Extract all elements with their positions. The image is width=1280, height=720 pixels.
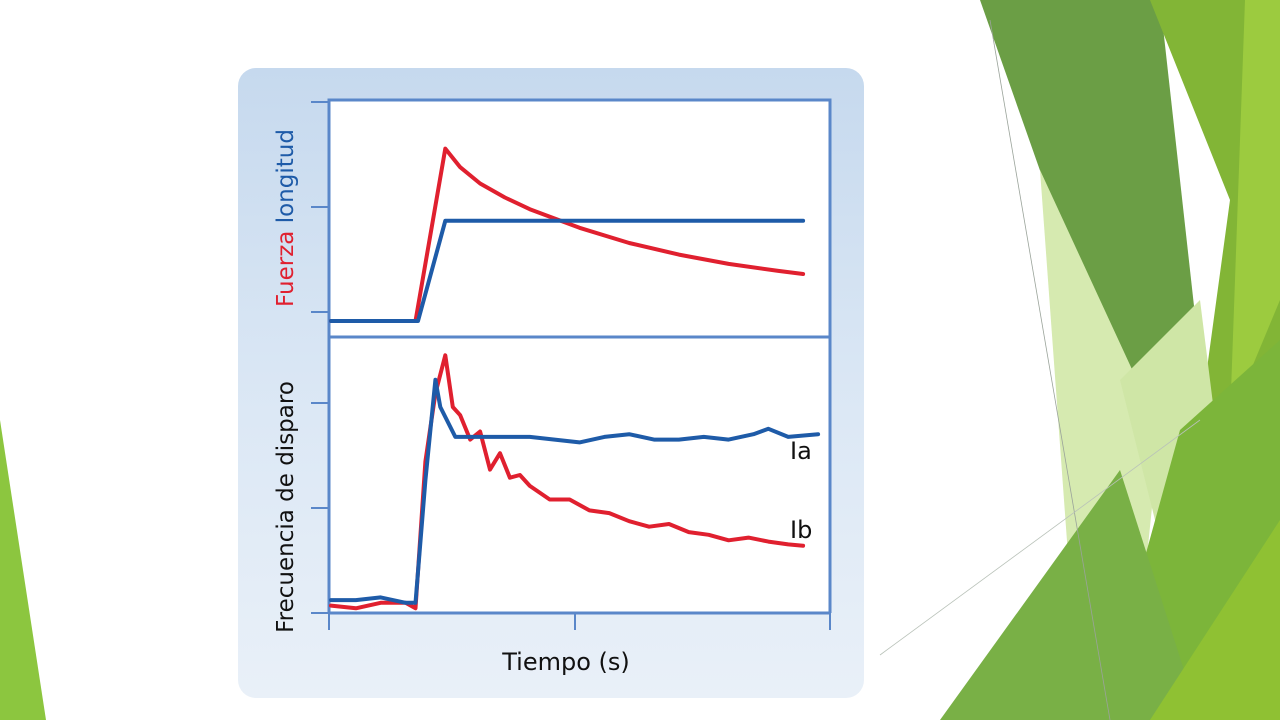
left-green-accent — [0, 420, 46, 720]
facet-bottom-green — [940, 470, 1200, 720]
annotation-ib: Ib — [790, 516, 812, 544]
facet-lime — [1150, 520, 1280, 720]
decor-thin-line — [989, 19, 1111, 720]
top-series-group — [329, 146, 806, 323]
y-label-longitud: longitud — [273, 129, 299, 231]
facet-light-green — [1230, 0, 1280, 420]
top-series-line-blue — [329, 218, 806, 323]
bottom-plot-area — [329, 337, 830, 613]
bottom-series-line-ia — [329, 377, 821, 605]
top-series-line-red — [329, 146, 806, 323]
bottom-y-axis-label: Frecuencia de disparo — [273, 381, 299, 633]
y-label-fuerza: Fuerza — [273, 231, 299, 307]
top-plot-frame — [327, 98, 832, 339]
decor-thin-line-2 — [879, 419, 1201, 656]
bottom-series-group — [329, 353, 821, 611]
top-plot-area — [329, 100, 830, 337]
x-axis-label: Tiempo (s) — [501, 648, 630, 676]
top-y-axis-label: Fuerza longitud — [273, 129, 299, 307]
annotation-ia: Ia — [790, 437, 812, 465]
